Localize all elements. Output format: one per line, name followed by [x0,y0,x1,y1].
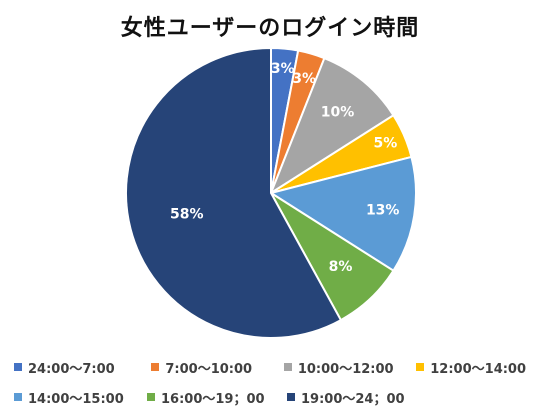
legend-label: 12:00〜14:00 [430,361,527,377]
legend-label: 16:00〜19；00 [161,391,265,407]
pie-slice [125,46,343,339]
data-label: 5% [374,135,398,151]
data-label: 10% [321,105,355,121]
legend-item: 24:00〜7:00 [14,358,151,377]
legend-label: 19:00〜24；00 [301,391,405,407]
legend-item: 7:00〜10:00 [151,358,283,377]
legend-item: 12:00〜14:00 [416,358,534,377]
legend-swatch [416,363,425,371]
data-label: 13% [366,203,400,219]
legend-item: 14:00〜15:00 [14,388,147,407]
data-label: 58% [170,207,204,223]
pie-slice [268,155,417,273]
legend-item: 10:00〜12:00 [283,358,416,377]
legend-swatch [147,393,155,401]
legend-swatch [151,363,160,371]
legend-item: 19:00〜24；00 [287,388,437,407]
legend-item: 16:00〜19；00 [147,388,287,407]
chart-legend: 24:00〜7:00 7:00〜10:00 10:00〜12:00 12:00〜14:… [14,352,534,412]
chart-title: 女性ユーザーのログイン時間 [120,16,420,41]
data-label: 8% [329,259,353,275]
legend-label: 7:00〜10:00 [165,361,253,377]
legend-row: 24:00〜7:00 7:00〜10:00 10:00〜12:00 12:00〜14:… [14,352,534,382]
pie-chart: 3%3% 10% 5% 13% 8% 58% [125,46,417,339]
legend-label: 24:00〜7:00 [28,361,115,377]
legend-swatch [14,363,22,371]
legend-swatch [287,393,295,401]
pie-slice [268,56,395,196]
data-label: 3% [271,61,295,77]
legend-swatch [14,393,22,401]
data-label: 3% [292,71,316,87]
legend-label: 10:00〜12:00 [297,361,394,377]
legend-swatch [283,363,292,371]
legend-row: 14:00〜15:00 16:00〜19；00 19:00〜24；00 [14,382,534,412]
legend-label: 14:00〜15:00 [28,391,124,407]
